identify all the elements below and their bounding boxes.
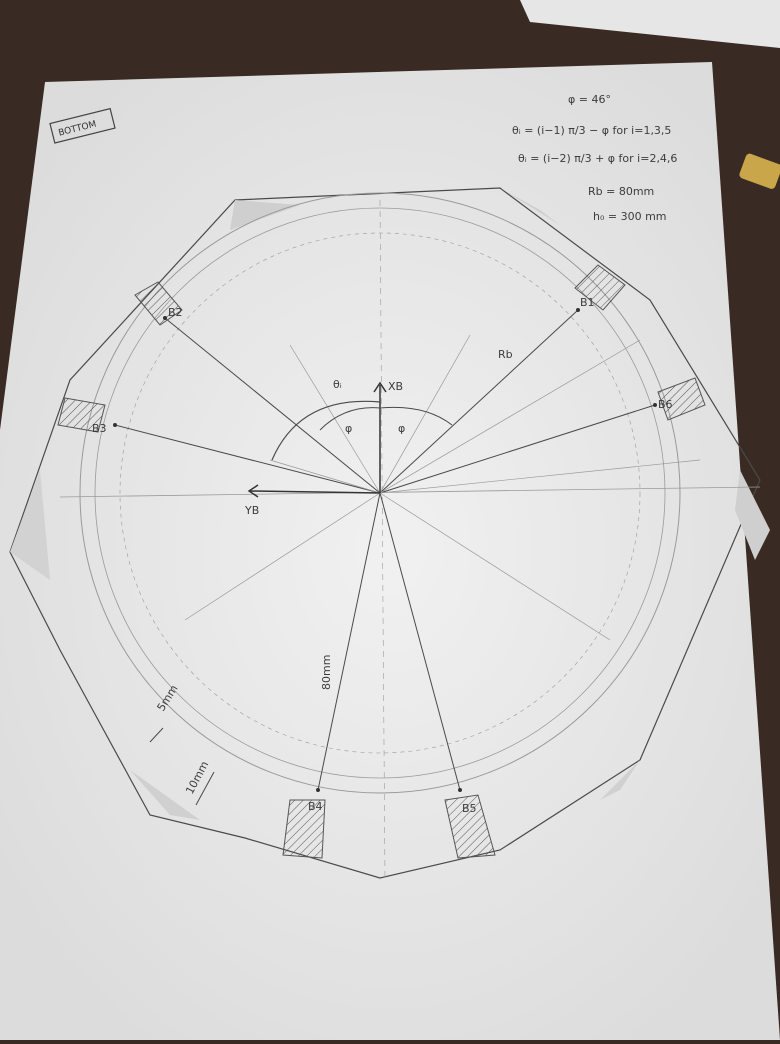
corner-shade xyxy=(230,200,300,230)
x-axis-arrowhead xyxy=(373,381,387,393)
radius-label: Rb xyxy=(498,348,513,361)
gap-arrow xyxy=(149,727,164,743)
theta-arc xyxy=(271,400,381,461)
phi-right-label: φ xyxy=(398,422,405,435)
note-theta-even: θᵢ = (i−2) π/3 + φ for i=2,4,6 xyxy=(518,152,677,165)
construction-rays xyxy=(184,334,701,641)
joint-label-b5: B5 xyxy=(462,802,477,815)
radius-dimension: 80mm xyxy=(320,655,333,690)
joint-blocks xyxy=(57,264,706,859)
y-axis-arrowhead xyxy=(247,484,259,498)
note-theta-odd: θᵢ = (i−1) π/3 − φ for i=1,3,5 xyxy=(512,124,671,137)
joint-block-b1 xyxy=(574,264,626,311)
note-rb: Rb = 80mm xyxy=(588,185,654,198)
paper-sheet xyxy=(0,62,780,1040)
corner-shade xyxy=(10,470,50,580)
outer-circle xyxy=(79,192,681,794)
phi-right-arc xyxy=(379,406,453,426)
joint-label-b4: B4 xyxy=(308,800,323,813)
phi-left-arc xyxy=(319,407,381,431)
y-axis-line xyxy=(249,490,381,494)
y-axis-label: YB xyxy=(244,504,259,517)
vertical-centerline xyxy=(379,199,386,881)
phi-left-label: φ xyxy=(345,422,352,435)
joint-label-b1: B1 xyxy=(580,296,595,309)
background-paper xyxy=(520,0,780,48)
bolt-circle xyxy=(94,207,666,779)
joint-block-b6 xyxy=(657,377,706,421)
corner-shade xyxy=(600,760,640,800)
horizontal-centerline xyxy=(59,486,761,498)
inner-circle xyxy=(119,232,641,754)
joint-label-b2: B2 xyxy=(168,306,183,319)
corner-shade xyxy=(735,470,770,560)
corner-shade xyxy=(130,770,200,820)
theta-label: θᵢ xyxy=(333,378,342,391)
note-phi: φ = 46° xyxy=(568,93,611,106)
corner-shade xyxy=(500,188,560,225)
joint-block-b4 xyxy=(282,799,326,859)
joint-points xyxy=(113,308,657,792)
radial-lines xyxy=(114,309,656,791)
joint-block-b3 xyxy=(57,397,106,433)
note-h0: h₀ = 300 mm xyxy=(593,210,667,223)
joint-block-b2 xyxy=(134,281,183,326)
width-arrow xyxy=(195,771,215,806)
joint-block-b5 xyxy=(444,794,496,859)
joint-label-b3: B3 xyxy=(92,422,107,435)
pencil-cap xyxy=(739,153,780,189)
x-axis-label: XB xyxy=(388,380,403,393)
joint-label-b6: B6 xyxy=(658,398,673,411)
